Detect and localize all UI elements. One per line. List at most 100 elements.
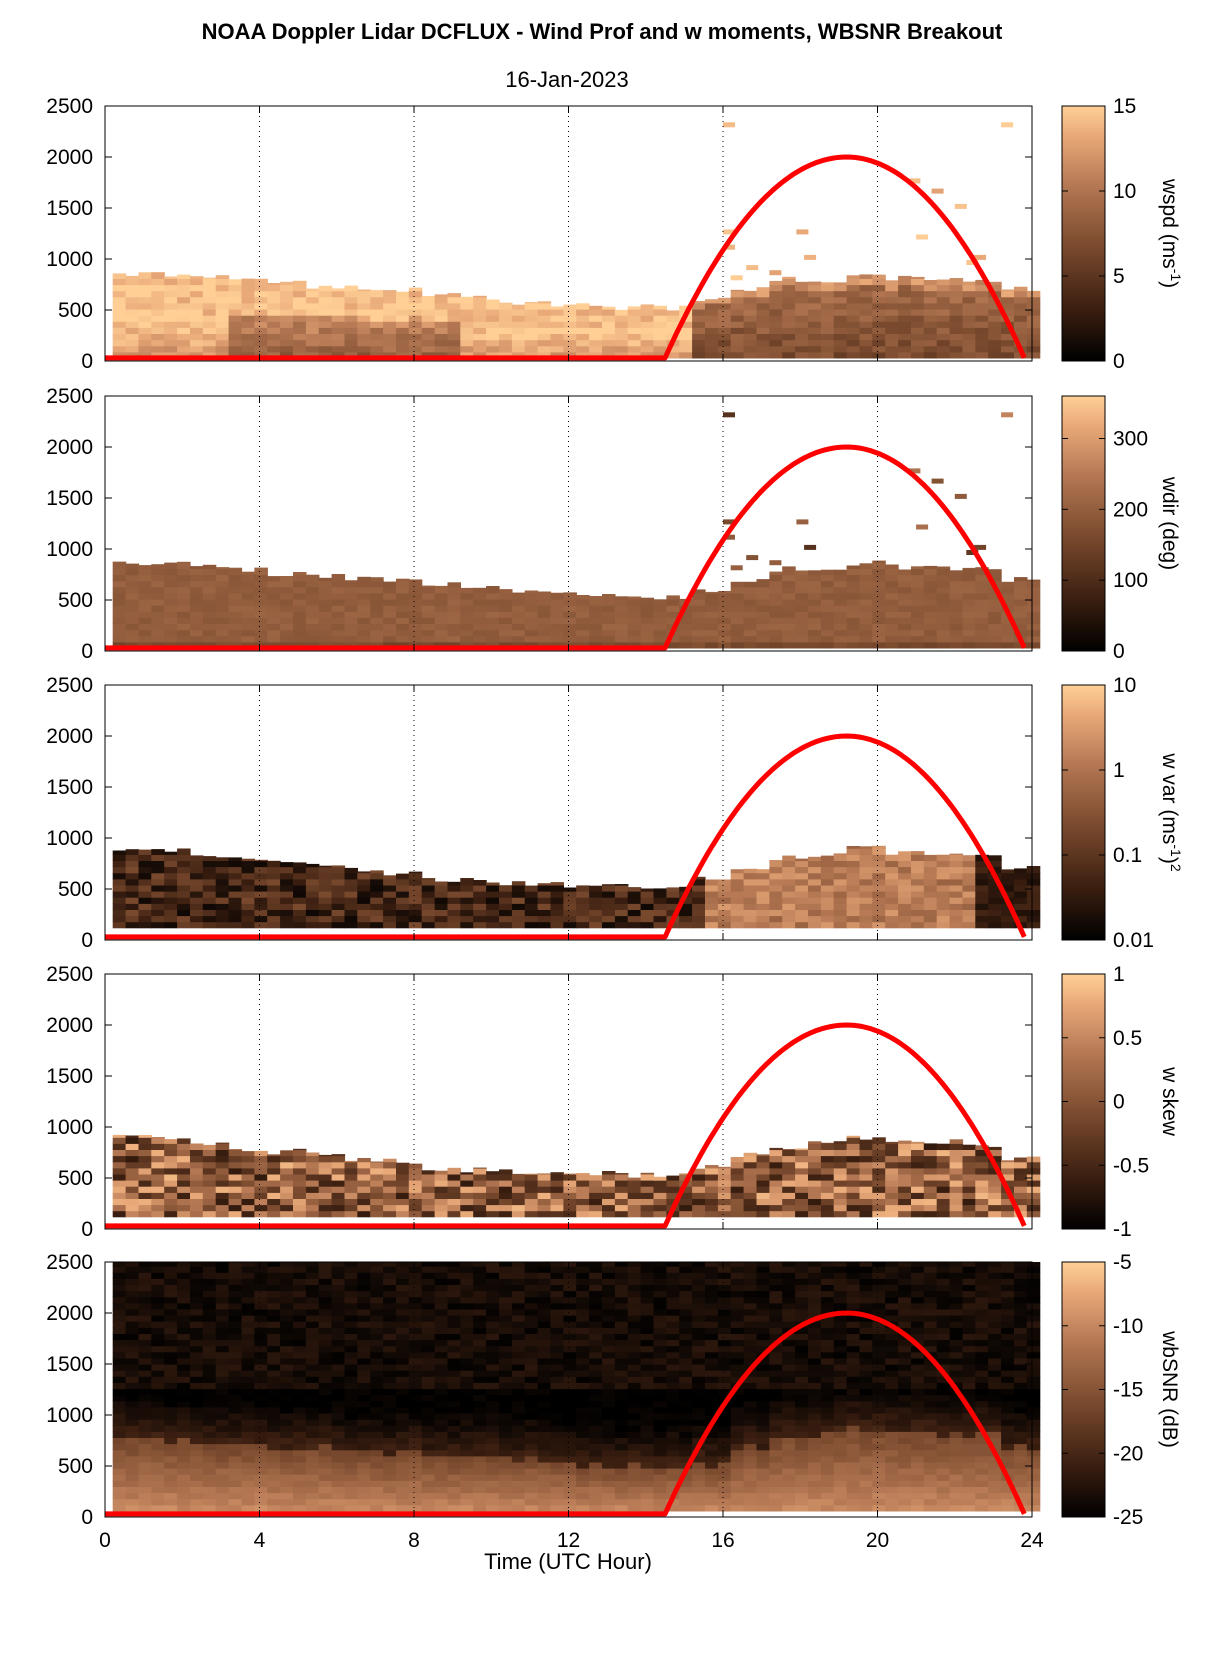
- wvar-cell: [833, 921, 848, 929]
- wskew-cell: [782, 1155, 796, 1163]
- wskew-cell: [885, 1186, 899, 1193]
- wvar-cell: [344, 884, 358, 892]
- wvar-cell: [447, 921, 461, 929]
- snr-cell: [267, 1278, 281, 1285]
- snr-cell: [202, 1400, 217, 1408]
- wskew-cell: [434, 1204, 449, 1212]
- snr-cell: [421, 1498, 436, 1506]
- wskew-cell: [241, 1198, 255, 1206]
- snr-cell: [202, 1419, 217, 1426]
- snr-cell: [202, 1394, 217, 1402]
- wvar-cell: [692, 891, 706, 898]
- wskew-cell: [872, 1161, 886, 1169]
- snr-cell: [344, 1492, 358, 1500]
- snr-cell: [499, 1468, 513, 1475]
- wvar-cell: [782, 921, 796, 929]
- wspd-cell: [331, 351, 346, 359]
- wdir-cell: [872, 580, 886, 588]
- wdir-cell: [202, 605, 217, 612]
- snr-cell: [164, 1262, 178, 1267]
- wdir-cell: [408, 580, 423, 588]
- wvar-cell: [331, 909, 346, 917]
- wvar-cell: [280, 921, 294, 929]
- snr-cell: [267, 1376, 281, 1383]
- wskew-cell: [421, 1180, 436, 1187]
- snr-cell: [383, 1461, 397, 1469]
- wdir-cell: [254, 599, 268, 606]
- wspd-cell: [833, 284, 848, 292]
- wvar-cell: [975, 872, 989, 880]
- wspd-cell: [280, 339, 294, 347]
- wvar-cell: [357, 903, 371, 910]
- wvar-cell: [846, 915, 861, 923]
- wspd-cell: [254, 278, 268, 286]
- wdir-cell: [177, 599, 191, 606]
- snr-cell: [524, 1425, 539, 1432]
- wspd-cell: [293, 345, 307, 353]
- snr-cell: [524, 1296, 539, 1304]
- wskew-cell: [820, 1186, 835, 1193]
- wspd-cell: [1014, 333, 1028, 341]
- wvar-cell: [1026, 884, 1041, 892]
- wvar-cell: [344, 891, 358, 898]
- snr-cell: [331, 1419, 346, 1426]
- wvar-cell: [885, 884, 899, 892]
- wdir-cell: [966, 550, 979, 555]
- wvar-cell: [911, 909, 925, 917]
- snr-cell: [357, 1345, 371, 1353]
- wspd-cell: [563, 321, 577, 328]
- wspd-cell: [331, 339, 346, 347]
- wspd-cell: [241, 284, 255, 292]
- wspd-cell: [473, 315, 487, 322]
- wskew-cell: [293, 1198, 307, 1206]
- snr-cell: [537, 1339, 552, 1347]
- wskew-cell: [563, 1180, 577, 1187]
- snr-cell: [280, 1504, 294, 1512]
- wspd-cell: [962, 281, 976, 286]
- wskew-cell: [846, 1198, 861, 1206]
- wdir-cell: [576, 599, 590, 606]
- wdir-cell: [795, 586, 809, 594]
- wdir-cell: [916, 524, 929, 530]
- wskew-cell: [202, 1180, 217, 1187]
- wspd-cell: [804, 254, 817, 260]
- snr-cell: [190, 1480, 204, 1487]
- wvar-cell: [524, 885, 539, 892]
- snr-cell: [215, 1431, 230, 1438]
- wskew-cell: [988, 1186, 1002, 1193]
- snr-cell: [125, 1321, 140, 1328]
- snr-cell: [125, 1431, 140, 1438]
- wvar-cell: [537, 891, 552, 898]
- wdir-cell: [331, 586, 346, 594]
- snr-cell: [228, 1290, 243, 1298]
- wvar-cell: [331, 897, 346, 904]
- wskew-cell: [228, 1186, 243, 1193]
- wspd-cell: [949, 339, 964, 347]
- wskew-cell: [254, 1210, 268, 1218]
- snr-cell: [215, 1296, 230, 1304]
- snr-cell: [228, 1474, 243, 1481]
- snr-cell: [473, 1266, 487, 1273]
- wdir-cell: [434, 599, 449, 606]
- wdir-cell: [954, 493, 967, 499]
- wdir-cell: [164, 599, 178, 606]
- snr-cell: [524, 1339, 539, 1347]
- snr-cell: [125, 1351, 140, 1359]
- wvar-cell: [872, 845, 886, 849]
- wdir-cell: [408, 641, 423, 649]
- wspd-cell: [846, 302, 861, 310]
- wvar-cell: [885, 860, 899, 868]
- wspd-cell: [614, 351, 629, 359]
- wspd-cell: [705, 345, 719, 353]
- wvar-cell: [408, 897, 423, 904]
- wvar-cell: [215, 857, 230, 861]
- wdir-cell: [923, 592, 938, 600]
- snr-cell: [396, 1492, 410, 1500]
- wskew-cell: [202, 1210, 217, 1218]
- snr-cell: [460, 1302, 474, 1310]
- wvar-cell: [756, 915, 770, 923]
- wskew-cell: [383, 1180, 397, 1187]
- wvar-cell: [396, 915, 410, 923]
- snr-cell: [357, 1284, 371, 1292]
